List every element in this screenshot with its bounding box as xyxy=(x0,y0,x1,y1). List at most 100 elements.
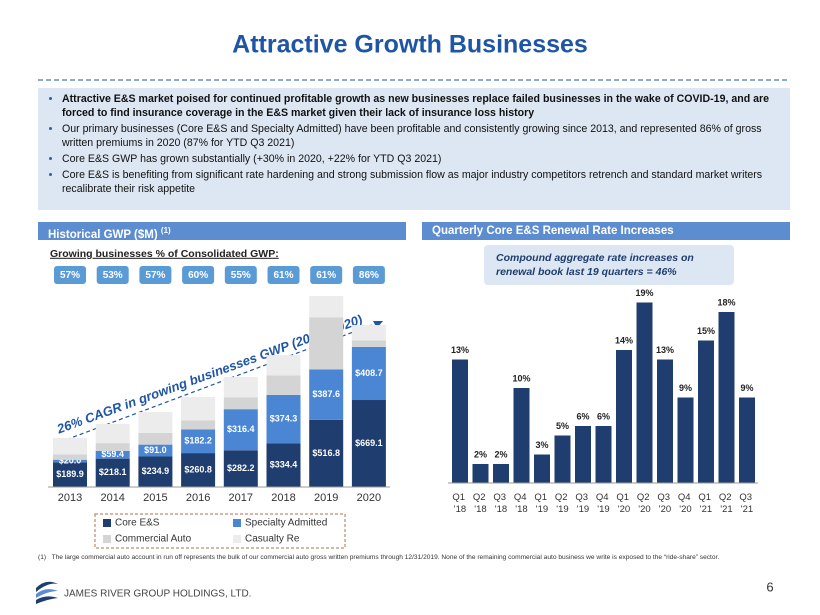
bullet: Core E&S is benefiting from significant … xyxy=(62,168,782,196)
value-label: $59.4 xyxy=(101,449,124,459)
value-label: $189.9 xyxy=(56,469,84,479)
bar-segment xyxy=(309,369,344,420)
bar xyxy=(677,397,694,483)
value-label: 13% xyxy=(451,345,469,355)
bar xyxy=(616,350,632,483)
value-label: 6% xyxy=(597,411,610,421)
left-header: Historical GWP ($M) (1) xyxy=(38,222,406,241)
bar-segment xyxy=(351,346,386,401)
legend-swatch xyxy=(103,535,111,543)
bar-segment xyxy=(266,355,301,376)
bar xyxy=(534,454,550,483)
x-tick-label: 2019 xyxy=(314,492,338,504)
bar-segment xyxy=(351,325,386,341)
bar-segment xyxy=(181,453,216,487)
legend-label: Specialty Admitted xyxy=(245,518,327,529)
value-label: 18% xyxy=(717,297,735,307)
x-tick-label: Q1 '18 xyxy=(452,492,467,515)
value-label: 10% xyxy=(512,373,530,383)
bar xyxy=(739,397,755,483)
bullet: Our primary businesses (Core E&S and Spe… xyxy=(62,122,782,150)
bar-segment xyxy=(53,454,87,460)
value-label: 5% xyxy=(556,421,569,431)
left-header-text: Historical GWP ($M) xyxy=(48,228,158,241)
x-tick-label: Q3 '18 xyxy=(493,492,508,515)
bar-segment xyxy=(95,443,130,451)
x-tick-label: 2020 xyxy=(357,492,381,504)
x-tick-label: Q2 '18 xyxy=(473,492,488,515)
bar xyxy=(513,388,530,483)
legend-swatch xyxy=(103,519,111,527)
value-label: $182.2 xyxy=(184,436,212,446)
x-tick-label: 2016 xyxy=(186,492,210,504)
share-pill xyxy=(224,266,257,284)
bar-segment xyxy=(351,340,386,347)
bullet: Attractive E&S market poised for continu… xyxy=(62,92,782,120)
header-note: (1) xyxy=(160,226,171,235)
value-label: $669.1 xyxy=(355,438,383,448)
value-label: $282.2 xyxy=(227,463,255,473)
share-pill xyxy=(310,266,343,284)
value-label: 6% xyxy=(576,411,589,421)
value-label: 3% xyxy=(535,440,548,450)
legend-label: Commercial Auto xyxy=(115,534,192,545)
footnote-marker: (1) xyxy=(38,554,47,561)
value-label: 2% xyxy=(494,449,507,459)
value-label: $260.8 xyxy=(184,464,212,474)
x-tick-label: Q4 '20 xyxy=(678,492,693,515)
value-label: 13% xyxy=(656,345,674,355)
page-number: 6 xyxy=(766,579,773,594)
x-tick-label: Q1 '19 xyxy=(534,492,549,515)
bar-segment xyxy=(181,420,216,430)
bar-segment xyxy=(53,459,87,463)
bar xyxy=(636,302,653,483)
bar xyxy=(493,464,509,483)
share-label: 61% xyxy=(316,270,336,281)
callout-line: Compound aggregate rate increases on xyxy=(496,252,694,264)
bar-segment xyxy=(95,424,130,444)
x-tick-label: Q2 '21 xyxy=(719,492,734,515)
x-tick-label: Q2 '19 xyxy=(555,492,570,515)
value-label: 14% xyxy=(615,335,633,345)
share-pill xyxy=(54,266,86,284)
x-tick-label: Q4 '19 xyxy=(596,492,611,515)
x-tick-label: Q3 '20 xyxy=(657,492,672,515)
share-pill xyxy=(139,266,172,284)
bar xyxy=(575,426,591,483)
bar-segment xyxy=(223,450,258,487)
bar xyxy=(472,464,489,483)
bullet-box: Attractive E&S market poised for continu… xyxy=(38,88,790,210)
share-label: 60% xyxy=(188,270,208,281)
value-label: $334.4 xyxy=(270,460,298,470)
share-label: 55% xyxy=(231,270,251,281)
x-tick-label: 2013 xyxy=(58,492,82,504)
legend-label: Core E&S xyxy=(115,518,160,529)
slide-title: Attractive Growth Businesses xyxy=(232,31,588,59)
bar-segment xyxy=(351,400,386,487)
bar xyxy=(452,359,468,483)
value-label: 2% xyxy=(474,449,487,459)
share-pill xyxy=(96,266,129,284)
legend-swatch xyxy=(233,519,241,527)
bar-segment xyxy=(138,412,173,433)
x-tick-label: Q1 '21 xyxy=(698,492,713,515)
x-tick-label: Q3 '19 xyxy=(575,492,590,515)
value-label: 19% xyxy=(635,288,653,298)
company-name: JAMES RIVER GROUP HOLDINGS, LTD. xyxy=(64,589,251,600)
x-tick-label: 2015 xyxy=(143,492,167,504)
callout-line: renewal book last 19 quarters = 46% xyxy=(496,266,677,278)
value-label: $316.4 xyxy=(227,424,255,434)
bar xyxy=(554,435,571,483)
x-tick-label: Q2 '20 xyxy=(637,492,652,515)
left-subtitle: Growing businesses % of Consolidated GWP… xyxy=(50,248,279,260)
share-pill xyxy=(352,266,385,284)
right-header-text: Quarterly Core E&S Renewal Rate Increase… xyxy=(432,225,674,237)
bar-segment xyxy=(266,394,301,444)
callout-box xyxy=(484,245,734,285)
bullet: Core E&S GWP has grown substantially (+3… xyxy=(62,152,782,166)
value-label: 15% xyxy=(697,326,715,336)
x-tick-label: 2014 xyxy=(100,492,124,504)
bar-segment xyxy=(138,456,173,487)
